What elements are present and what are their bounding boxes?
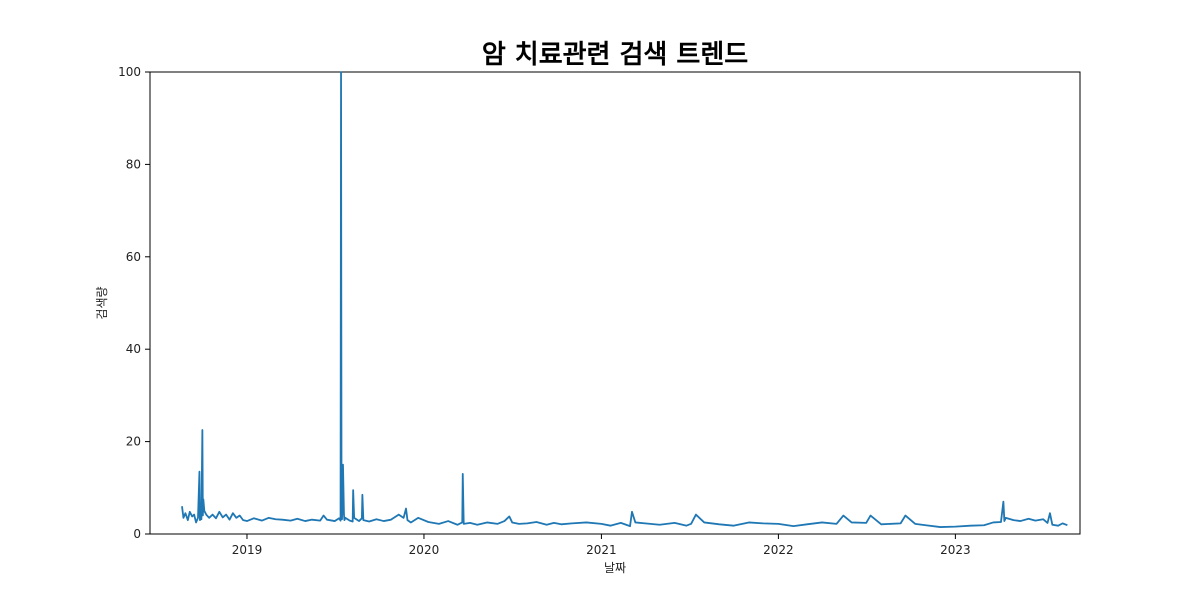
x-tick-label: 2023	[940, 543, 971, 557]
x-axis-label: 날짜	[604, 561, 626, 575]
y-tick-label: 20	[126, 435, 141, 449]
y-tick-label: 40	[126, 342, 141, 356]
plot-frame	[149, 71, 1081, 535]
y-tick-label: 80	[126, 157, 141, 171]
x-tick-label: 2019	[232, 543, 263, 557]
y-axis-label: 검색량	[95, 286, 109, 319]
y-axis: 0 20 40 60 80 100	[118, 65, 150, 541]
y-tick-label: 60	[126, 250, 141, 264]
y-tick-label: 0	[133, 527, 141, 541]
x-tick-label: 2021	[586, 543, 617, 557]
series-line	[181, 71, 1068, 528]
x-tick-label: 2022	[763, 543, 794, 557]
x-axis: 2019 2020 2021 2022 2023	[232, 534, 971, 557]
y-tick-label: 100	[118, 65, 141, 79]
x-tick-label: 2020	[409, 543, 440, 557]
chart-title: 암 치료관련 검색 트렌드	[482, 40, 748, 70]
plot-area	[149, 71, 1081, 535]
